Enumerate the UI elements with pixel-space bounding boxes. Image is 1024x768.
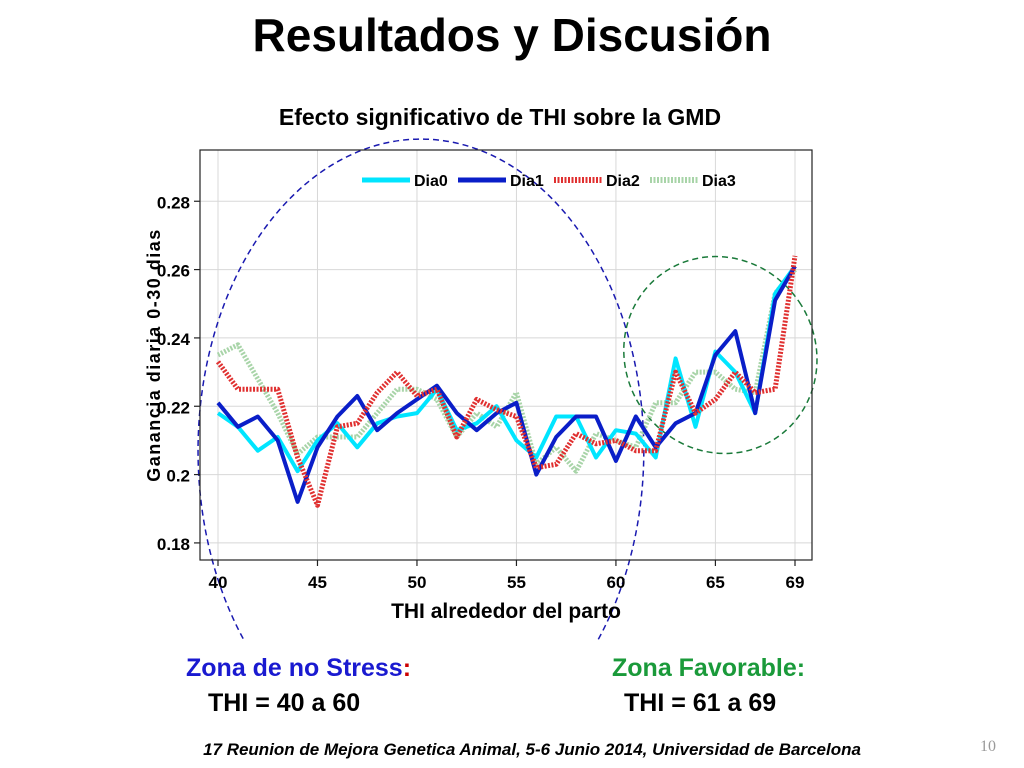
series-line-dia1 bbox=[216, 265, 797, 504]
y-tick-label: 0.2 bbox=[166, 467, 190, 486]
legend-label-dia1: Dia1 bbox=[510, 173, 544, 190]
no-stress-zone-name: Zona de no Stress bbox=[186, 654, 403, 682]
page-number: 10 bbox=[980, 738, 996, 755]
x-tick-label: 50 bbox=[408, 573, 427, 592]
chart-title: Efecto significativo de THI sobre la GMD bbox=[278, 104, 722, 130]
favorable-highlight-ellipse bbox=[623, 255, 818, 455]
favorable-zone-range: THI = 61 a 69 bbox=[624, 689, 777, 717]
legend-label-dia3: Dia3 bbox=[702, 173, 736, 190]
x-tick-label: 55 bbox=[507, 573, 526, 592]
y-tick-label: 0.18 bbox=[157, 535, 190, 554]
no-stress-zone-label: Zona de no Stress: bbox=[186, 654, 411, 683]
y-tick-label: 0.24 bbox=[157, 330, 191, 349]
no-stress-zone-colon: : bbox=[402, 654, 412, 682]
footer-citation: 17 Reunion de Mejora Genetica Animal, 5-… bbox=[203, 740, 861, 759]
x-axis-label: THI alrededor del parto bbox=[391, 600, 621, 623]
legend-label-dia0: Dia0 bbox=[414, 173, 448, 190]
legend-label-dia2: Dia2 bbox=[606, 173, 640, 190]
series-line-dia0 bbox=[216, 265, 797, 474]
x-tick-label: 60 bbox=[606, 573, 625, 592]
page-title: Resultados y Discusión bbox=[252, 9, 772, 61]
line-chart: 0.18 0.2 0.22 0.24 0.26 0.28 40 45 50 55 60 65 69 THI… bbox=[144, 138, 818, 640]
x-tick-label: 40 bbox=[209, 573, 228, 592]
y-tick-label: 0.28 bbox=[157, 193, 190, 212]
no-stress-zone-range: THI = 40 a 60 bbox=[208, 689, 361, 717]
y-tick-label: 0.26 bbox=[157, 262, 190, 281]
y-axis-label: Ganancia diaria 0-30 dias bbox=[144, 228, 164, 482]
x-tick-label: 45 bbox=[308, 573, 327, 592]
series-line-dia2 bbox=[215, 255, 798, 508]
x-tick-label: 69 bbox=[786, 573, 805, 592]
plot-frame bbox=[199, 149, 813, 561]
no-stress-highlight-ellipse bbox=[197, 138, 645, 640]
y-tick-label: 0.22 bbox=[157, 398, 190, 417]
favorable-zone-label: Zona Favorable: bbox=[612, 654, 806, 682]
x-tick-label: 65 bbox=[706, 573, 725, 592]
